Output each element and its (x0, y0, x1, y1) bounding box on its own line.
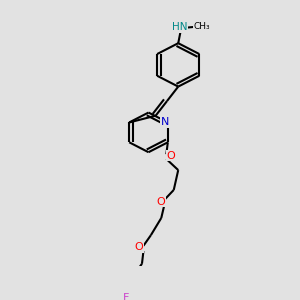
Text: CH₃: CH₃ (194, 22, 210, 31)
Text: HN: HN (172, 22, 188, 32)
Text: N: N (161, 118, 169, 128)
Text: O: O (167, 151, 175, 160)
Text: O: O (135, 242, 143, 252)
Text: O: O (156, 196, 165, 207)
Text: F: F (123, 292, 129, 300)
